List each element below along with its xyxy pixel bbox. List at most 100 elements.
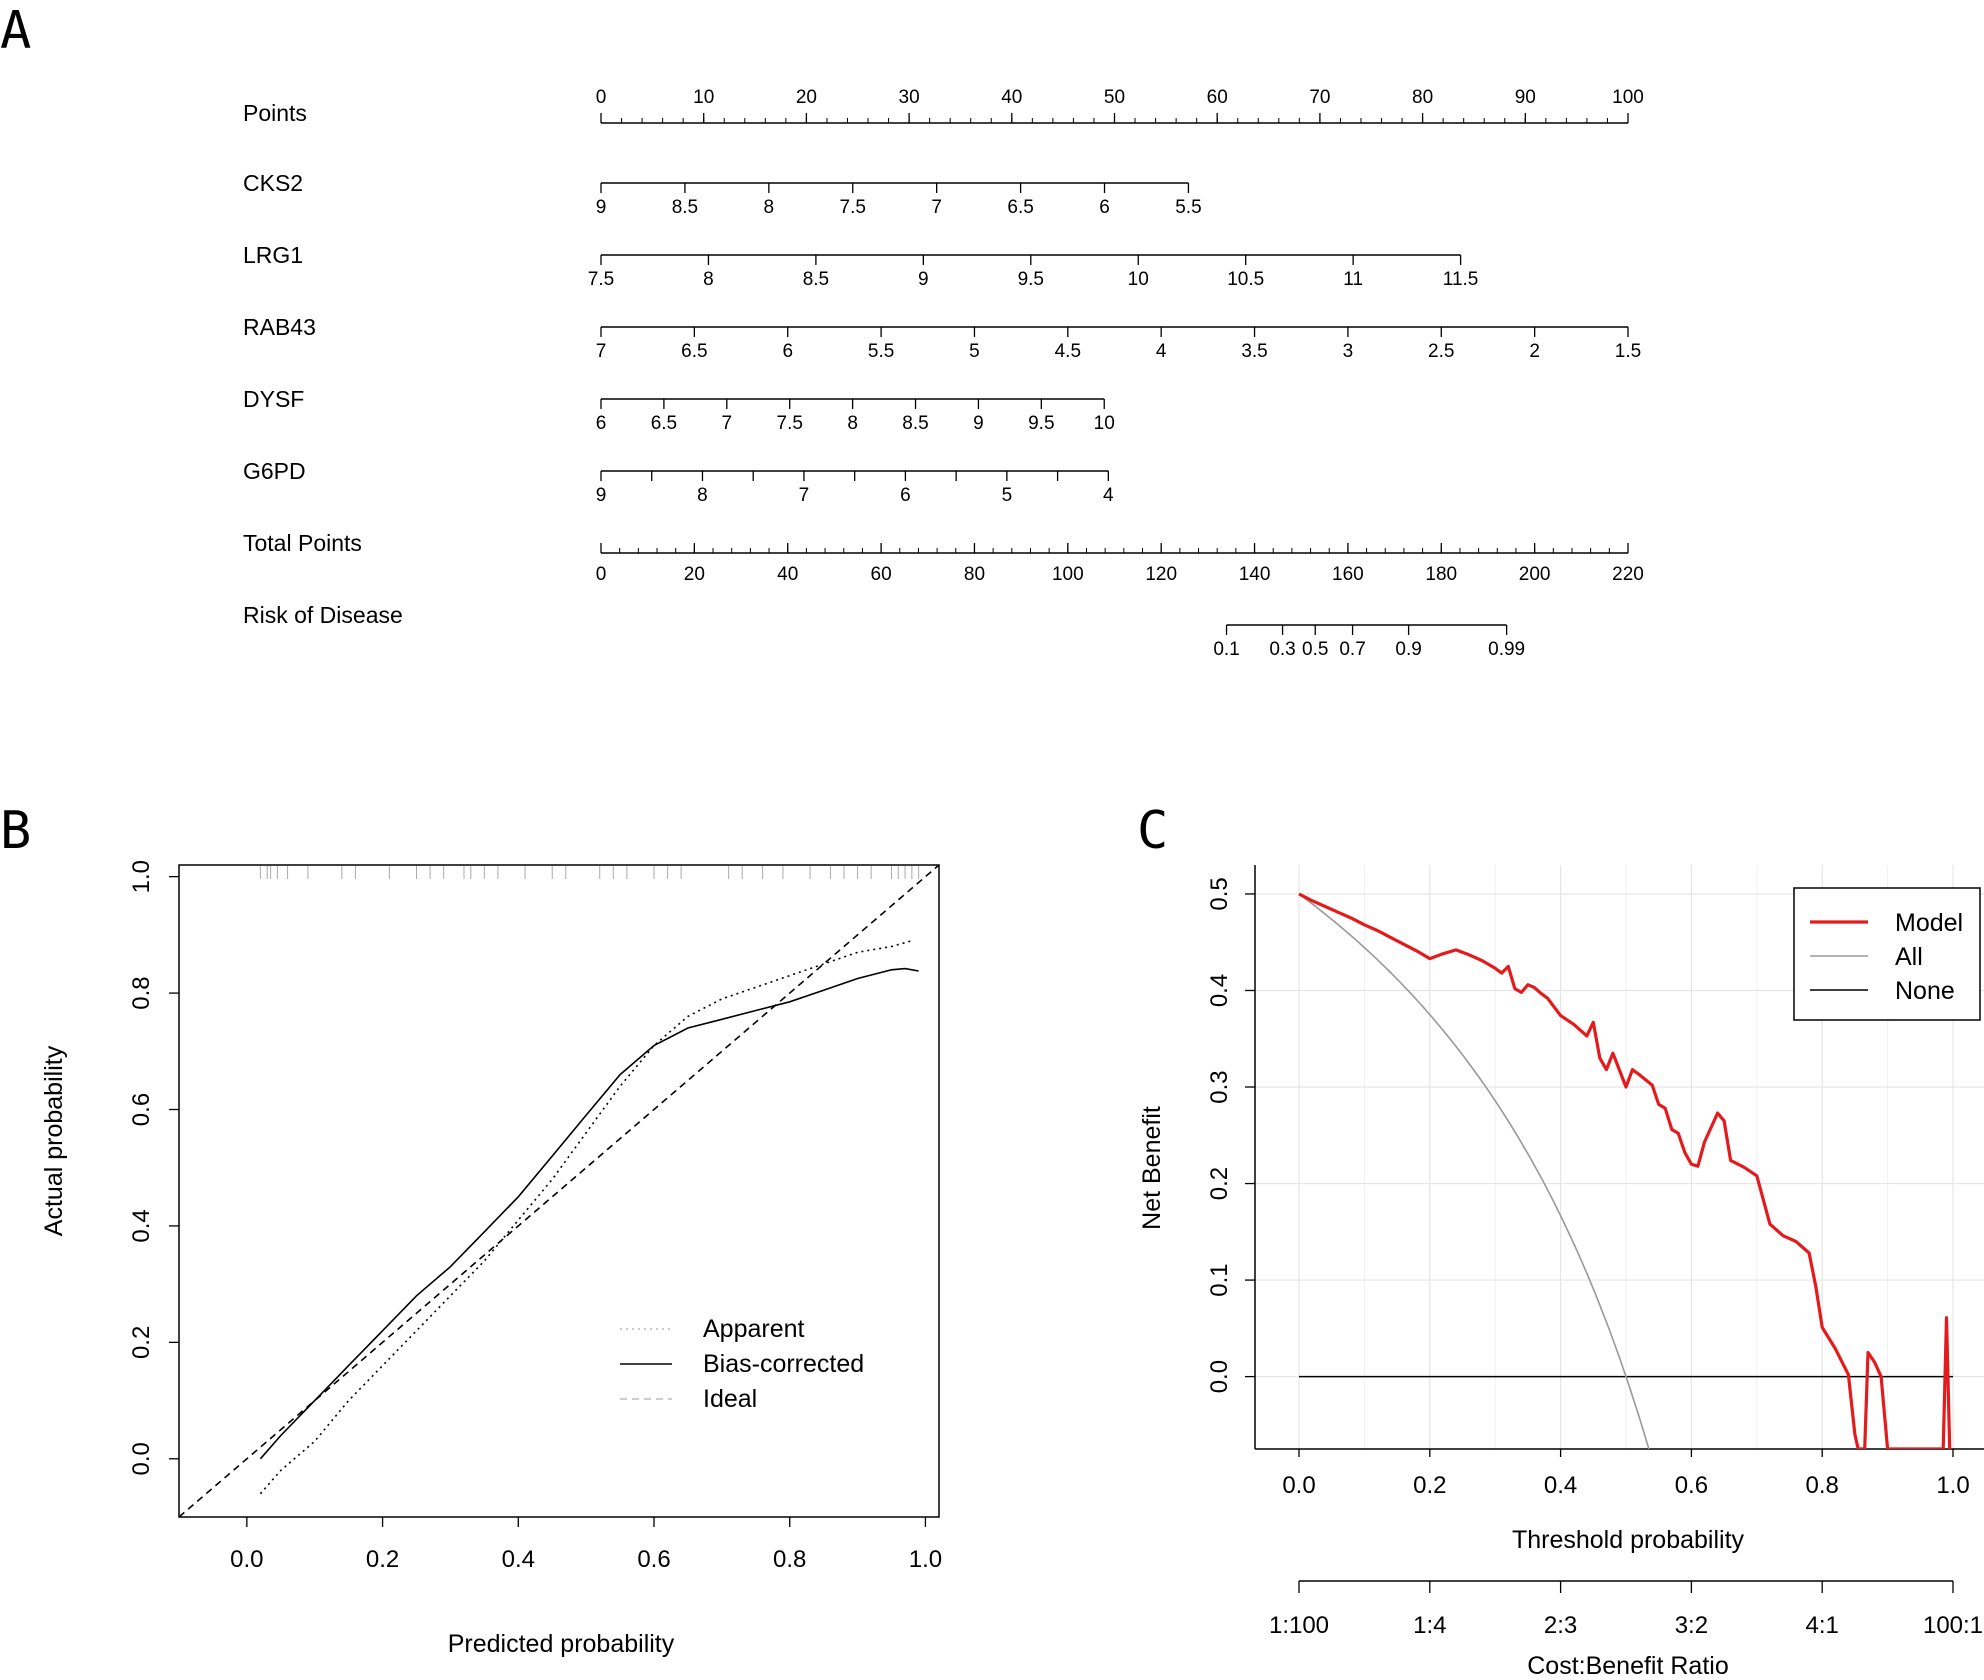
dca-x-tick-label: 0.6 xyxy=(1675,1472,1708,1499)
cost-benefit-tick-label: 1:100 xyxy=(1269,1612,1329,1639)
dca-y-axis-label: Net Benefit xyxy=(1138,1106,1166,1230)
cks2-tick-label: 6.5 xyxy=(1007,197,1033,218)
calibration-series-ideal xyxy=(178,864,940,1518)
calibration-plot-panel: Predicted probability Actual probability… xyxy=(40,860,942,1658)
points-tick-label: 70 xyxy=(1309,87,1330,108)
dca-y-tick-label: 0.2 xyxy=(1206,1167,1233,1200)
g6pd-tick-label: 6 xyxy=(900,485,911,506)
cost-benefit-tick-label: 100:1 xyxy=(1923,1612,1983,1639)
cost-benefit-tick-label: 3:2 xyxy=(1675,1612,1708,1639)
row-label-dysf: DYSF xyxy=(243,386,304,412)
decision-curve-panel: Threshold probability Net Benefit Cost:B… xyxy=(1138,865,1984,1680)
cks2-tick-label: 9 xyxy=(596,197,607,218)
dca-y-tick-label: 0.0 xyxy=(1206,1360,1233,1393)
dysf-tick-label: 9.5 xyxy=(1028,413,1054,434)
calibration-legend-label: Bias-corrected xyxy=(703,1350,864,1378)
total-points-tick-label: 180 xyxy=(1425,564,1457,585)
dca-y-tick-label: 0.3 xyxy=(1206,1070,1233,1103)
dysf-tick-label: 10 xyxy=(1094,413,1115,434)
total-points-tick-label: 200 xyxy=(1519,564,1551,585)
g6pd-tick-label: 7 xyxy=(799,485,810,506)
cost-benefit-tick-label: 2:3 xyxy=(1544,1612,1577,1639)
rab43-tick-label: 6.5 xyxy=(681,341,707,362)
dca-legend-label: Model xyxy=(1895,909,1963,937)
calibration-y-tick-label: 0.4 xyxy=(128,1209,155,1242)
points-tick-label: 50 xyxy=(1104,87,1125,108)
calibration-y-tick-label: 0.2 xyxy=(128,1326,155,1359)
calibration-x-tick-label: 0.2 xyxy=(366,1546,399,1573)
row-label-risk-of-disease: Risk of Disease xyxy=(243,602,403,628)
dysf-tick-label: 8 xyxy=(847,413,858,434)
calibration-y-tick-label: 0.0 xyxy=(128,1442,155,1475)
dysf-tick-label: 8.5 xyxy=(902,413,928,434)
calibration-x-axis-label: Predicted probability xyxy=(448,1630,675,1658)
rab43-tick-label: 3.5 xyxy=(1241,341,1267,362)
calibration-x-tick-label: 0.8 xyxy=(773,1546,806,1573)
lrg1-tick-label: 9.5 xyxy=(1018,269,1044,290)
dca-y-tick-label: 0.1 xyxy=(1206,1263,1233,1296)
rab43-tick-label: 5.5 xyxy=(868,341,894,362)
calibration-legend-label: Ideal xyxy=(703,1385,757,1413)
rab43-tick-label: 3 xyxy=(1343,341,1354,362)
lrg1-tick-label: 11.5 xyxy=(1443,269,1479,290)
dca-legend-box xyxy=(1793,887,1981,1021)
row-label-g6pd: G6PD xyxy=(243,458,306,484)
cost-benefit-tick-label: 1:4 xyxy=(1413,1612,1446,1639)
cks2-tick-label: 8 xyxy=(764,197,775,218)
rab43-tick-label: 2 xyxy=(1529,341,1540,362)
points-tick-label: 30 xyxy=(899,87,920,108)
dca-x-tick-label: 0.0 xyxy=(1282,1472,1315,1499)
calibration-y-axis-label: Actual probability xyxy=(40,1045,68,1236)
calibration-x-tick-label: 0.0 xyxy=(230,1546,263,1573)
lrg1-tick-label: 11 xyxy=(1343,269,1363,290)
calibration-series-apparent xyxy=(259,939,913,1495)
total-points-tick-label: 220 xyxy=(1612,564,1644,585)
lrg1-tick-label: 8 xyxy=(703,269,714,290)
lrg1-tick-label: 10.5 xyxy=(1227,269,1264,290)
rab43-tick-label: 5 xyxy=(969,341,980,362)
dysf-tick-label: 6.5 xyxy=(651,413,677,434)
points-tick-label: 40 xyxy=(1001,87,1022,108)
total-points-tick-label: 20 xyxy=(684,564,705,585)
calibration-x-tick-label: 0.6 xyxy=(637,1546,670,1573)
dca-x-tick-label: 1.0 xyxy=(1936,1472,1969,1499)
rab43-tick-label: 6 xyxy=(782,341,793,362)
panel-letter-b: B xyxy=(0,801,31,861)
row-label-total-points: Total Points xyxy=(243,530,362,556)
cost-benefit-tick-label: 4:1 xyxy=(1806,1612,1839,1639)
risk-of-disease-tick-label: 0.7 xyxy=(1339,639,1365,660)
panel-letter-a: A xyxy=(0,1,31,61)
row-label-rab43: RAB43 xyxy=(243,314,316,340)
row-label-cks2: CKS2 xyxy=(243,170,303,196)
total-points-tick-label: 40 xyxy=(777,564,798,585)
calibration-legend-label: Apparent xyxy=(703,1315,805,1343)
cks2-tick-label: 6 xyxy=(1099,197,1110,218)
points-tick-label: 20 xyxy=(796,87,817,108)
dca-legend-label: All xyxy=(1895,943,1923,971)
points-tick-label: 90 xyxy=(1515,87,1536,108)
dca-x-axis-label: Threshold probability xyxy=(1512,1526,1745,1554)
cks2-tick-label: 7.5 xyxy=(840,197,866,218)
cost-benefit-axis-label: Cost:Benefit Ratio xyxy=(1527,1652,1729,1680)
dca-series-all xyxy=(1298,893,1650,1449)
risk-of-disease-tick-label: 0.3 xyxy=(1269,639,1295,660)
risk-of-disease-tick-label: 0.1 xyxy=(1213,639,1239,660)
cks2-tick-label: 5.5 xyxy=(1175,197,1201,218)
total-points-tick-label: 100 xyxy=(1052,564,1084,585)
dca-legend-label: None xyxy=(1895,977,1955,1005)
total-points-tick-label: 80 xyxy=(964,564,985,585)
points-tick-label: 10 xyxy=(693,87,714,108)
total-points-tick-label: 140 xyxy=(1239,564,1271,585)
dca-y-tick-label: 0.4 xyxy=(1206,974,1233,1007)
lrg1-tick-label: 7.5 xyxy=(588,269,614,290)
cks2-tick-label: 8.5 xyxy=(672,197,698,218)
calibration-y-tick-label: 0.6 xyxy=(128,1093,155,1126)
total-points-tick-label: 120 xyxy=(1145,564,1177,585)
cks2-tick-label: 7 xyxy=(931,197,942,218)
lrg1-tick-label: 9 xyxy=(918,269,929,290)
calibration-series-bias-corrected xyxy=(259,967,919,1460)
lrg1-tick-label: 8.5 xyxy=(803,269,829,290)
calibration-x-tick-label: 0.4 xyxy=(502,1546,535,1573)
dca-series-model xyxy=(1298,892,1952,1449)
rab43-tick-label: 4 xyxy=(1156,341,1167,362)
